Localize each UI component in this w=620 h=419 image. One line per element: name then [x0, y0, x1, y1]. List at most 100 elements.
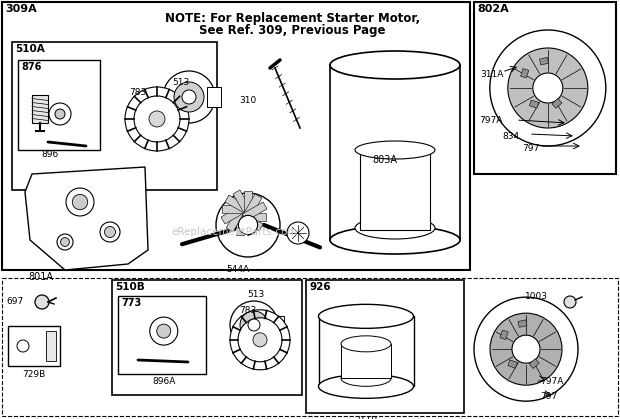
- Circle shape: [174, 82, 204, 112]
- Text: 729B: 729B: [22, 370, 46, 379]
- Bar: [226, 207, 245, 232]
- Bar: [271, 316, 284, 334]
- Text: 510A: 510A: [15, 44, 45, 54]
- Text: 797: 797: [540, 392, 557, 401]
- Circle shape: [490, 30, 606, 146]
- Bar: [521, 69, 529, 78]
- Polygon shape: [25, 167, 148, 270]
- Bar: [233, 190, 252, 215]
- Circle shape: [216, 193, 280, 257]
- Text: 783: 783: [239, 306, 257, 315]
- Text: 773: 773: [121, 298, 141, 308]
- Circle shape: [490, 313, 562, 385]
- Bar: [341, 344, 391, 378]
- Text: 876: 876: [21, 62, 42, 72]
- Circle shape: [230, 301, 278, 349]
- Text: 697: 697: [7, 297, 24, 306]
- Bar: [2, 278, 618, 416]
- Bar: [225, 195, 250, 214]
- Circle shape: [134, 96, 180, 142]
- Circle shape: [230, 310, 290, 370]
- Ellipse shape: [319, 304, 414, 328]
- Ellipse shape: [355, 217, 435, 239]
- Circle shape: [66, 188, 94, 216]
- Bar: [360, 150, 430, 230]
- Text: 513: 513: [172, 78, 190, 87]
- Circle shape: [253, 333, 267, 347]
- Circle shape: [239, 215, 257, 235]
- Ellipse shape: [319, 374, 414, 398]
- Bar: [238, 212, 263, 231]
- Bar: [8, 326, 60, 366]
- Text: 802A: 802A: [477, 4, 509, 14]
- Bar: [118, 296, 206, 374]
- Ellipse shape: [355, 141, 435, 159]
- Circle shape: [564, 296, 576, 308]
- Text: 797A: 797A: [479, 116, 502, 125]
- Bar: [221, 205, 246, 224]
- Circle shape: [508, 48, 588, 128]
- Bar: [32, 96, 48, 124]
- Text: 311A: 311A: [480, 70, 503, 79]
- Ellipse shape: [150, 317, 178, 345]
- Circle shape: [35, 295, 49, 309]
- Text: 310: 310: [240, 96, 257, 105]
- Bar: [529, 359, 539, 368]
- Text: 803A: 803A: [373, 155, 397, 165]
- Bar: [46, 331, 56, 361]
- Text: 311B: 311B: [354, 416, 378, 419]
- Text: 309A: 309A: [5, 4, 37, 14]
- Circle shape: [105, 227, 115, 238]
- Bar: [552, 98, 562, 108]
- Text: 896: 896: [42, 150, 59, 159]
- Bar: [500, 330, 508, 339]
- Text: See Ref. 309, Previous Page: See Ref. 309, Previous Page: [199, 24, 386, 37]
- Bar: [474, 2, 616, 174]
- Text: 510B: 510B: [115, 282, 144, 292]
- Circle shape: [125, 87, 189, 151]
- Ellipse shape: [341, 370, 391, 386]
- Circle shape: [149, 111, 165, 127]
- Bar: [244, 191, 252, 215]
- Circle shape: [100, 222, 120, 242]
- Bar: [242, 202, 267, 221]
- Ellipse shape: [49, 103, 71, 125]
- Text: 801A: 801A: [28, 272, 53, 282]
- Bar: [319, 316, 414, 386]
- Bar: [508, 360, 517, 368]
- Bar: [112, 280, 302, 395]
- Circle shape: [512, 335, 540, 363]
- Ellipse shape: [287, 222, 309, 244]
- Bar: [222, 205, 246, 213]
- Text: 797: 797: [522, 144, 539, 153]
- Text: 797A: 797A: [540, 377, 564, 386]
- Ellipse shape: [330, 51, 460, 79]
- Circle shape: [182, 90, 196, 104]
- Text: 513: 513: [247, 290, 265, 299]
- Bar: [12, 42, 217, 190]
- Bar: [236, 211, 244, 235]
- Bar: [518, 320, 527, 327]
- Ellipse shape: [55, 109, 65, 119]
- Bar: [2, 2, 470, 270]
- Circle shape: [73, 194, 87, 210]
- Circle shape: [248, 319, 260, 331]
- Bar: [236, 211, 255, 236]
- Text: 783: 783: [129, 88, 146, 97]
- Bar: [306, 280, 464, 413]
- Ellipse shape: [341, 336, 391, 352]
- Bar: [330, 65, 460, 240]
- Bar: [207, 87, 221, 107]
- Bar: [539, 57, 549, 65]
- Text: 544A: 544A: [226, 265, 250, 274]
- Circle shape: [17, 340, 29, 352]
- Text: NOTE: For Replacement Starter Motor,: NOTE: For Replacement Starter Motor,: [164, 12, 420, 25]
- Text: 896A: 896A: [152, 377, 175, 386]
- Ellipse shape: [157, 324, 171, 338]
- Circle shape: [533, 73, 563, 103]
- Text: 1003: 1003: [525, 292, 548, 301]
- Circle shape: [474, 297, 578, 401]
- Circle shape: [240, 311, 268, 339]
- Circle shape: [61, 238, 69, 246]
- Ellipse shape: [330, 226, 460, 254]
